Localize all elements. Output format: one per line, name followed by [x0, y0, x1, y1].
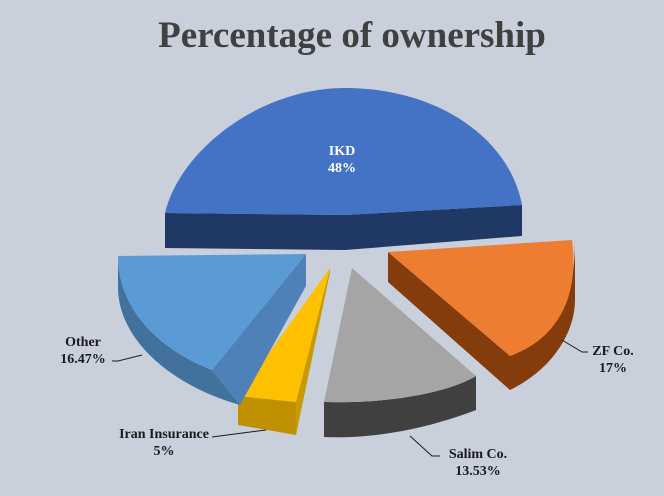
leader-lines [112, 339, 588, 457]
label-zf-value: 17% [599, 361, 627, 376]
slice-iran-insurance [238, 268, 330, 435]
label-salim: Salim Co. 13.53% [438, 446, 518, 480]
label-ikd-value: 48% [328, 161, 356, 176]
label-other-value: 16.47% [60, 352, 106, 367]
chart-title: Percentage of ownership [158, 15, 546, 56]
label-iran-value: 5% [153, 444, 175, 459]
label-other-name: Other [65, 335, 101, 350]
label-ikd: IKD 48% [312, 143, 372, 177]
slice-zf [388, 240, 575, 390]
slice-other [118, 254, 306, 405]
slice-salim [324, 268, 476, 438]
slice-ikd [165, 88, 522, 250]
label-salim-name: Salim Co. [448, 447, 508, 462]
label-ikd-name: IKD [328, 144, 356, 159]
label-iran-name: Iran Insurance [119, 427, 209, 442]
label-other: Other 16.47% [50, 334, 116, 368]
label-iran-insurance: Iran Insurance 5% [106, 426, 222, 460]
label-zf: ZF Co. 17% [578, 343, 648, 377]
label-salim-value: 13.53% [455, 464, 501, 479]
label-zf-name: ZF Co. [592, 344, 634, 359]
